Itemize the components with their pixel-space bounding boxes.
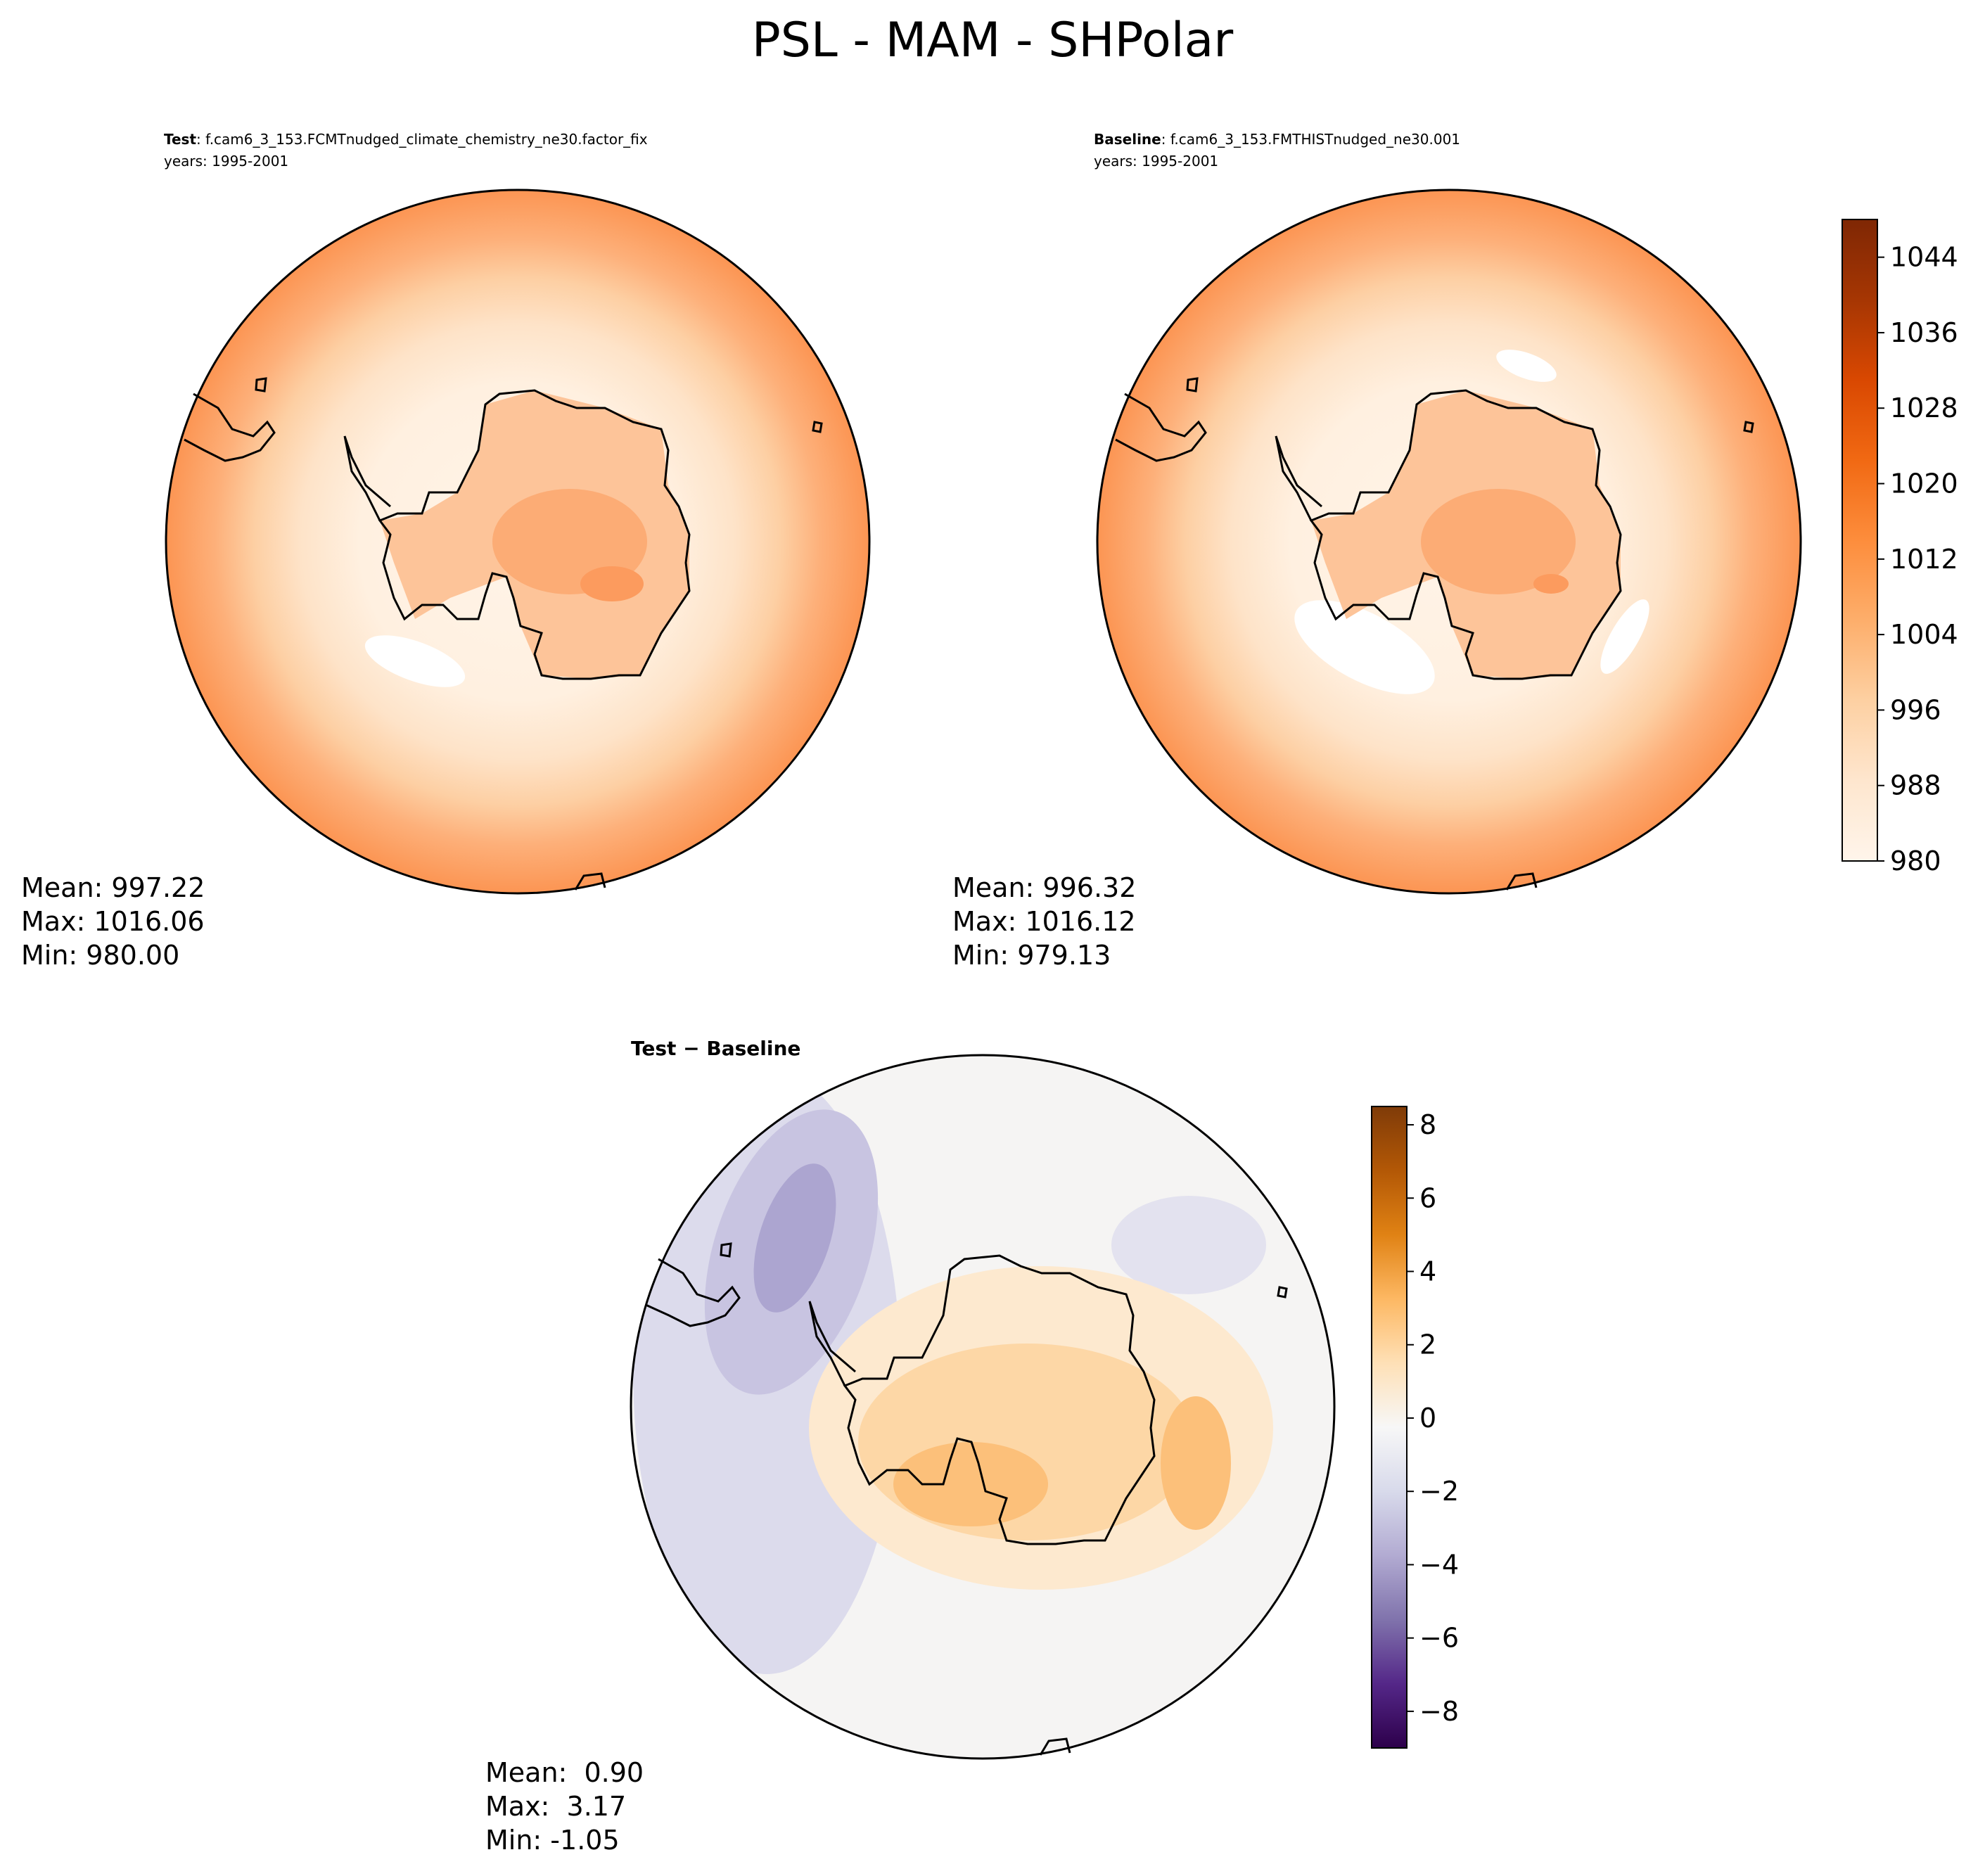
diff-map-peninsula	[808, 1301, 856, 1386]
main-colorbar-tick-label: 1036	[1890, 317, 1958, 348]
baseline-stat-min: Min: 979.13	[952, 940, 1111, 971]
baseline-map-border	[1096, 189, 1802, 895]
main-colorbar-tick-label: 980	[1890, 846, 1941, 876]
baseline-stat-mean: Mean: 996.32	[952, 872, 1136, 903]
baseline-map-low-area	[1294, 600, 1435, 694]
diff-colorbar-tick-label: 6	[1419, 1182, 1436, 1213]
main-colorbar-ticks: 980 988 996 1004 1012 1020 1028 1036 1044	[1877, 242, 1958, 876]
main-colorbar-tick-label: 1012	[1890, 544, 1958, 575]
baseline-map-peninsula	[1275, 435, 1322, 521]
test-map-island-2	[812, 421, 823, 433]
diff-colorbar-tick-label: −2	[1419, 1476, 1459, 1507]
test-label: Test: f.cam6_3_153.FCMTnudged_climate_ch…	[164, 131, 648, 148]
test-panel: Test: f.cam6_3_153.FCMTnudged_climate_ch…	[21, 131, 871, 971]
test-stat-mean: Mean: 997.22	[21, 872, 205, 903]
diff-map	[631, 1055, 1334, 1759]
baseline-years: years: 1995-2001	[1094, 153, 1218, 170]
diff-colorbar-tick-label: 2	[1419, 1329, 1436, 1360]
diff-label: Test − Baseline	[631, 1037, 800, 1060]
main-colorbar-tick-label: 1028	[1890, 393, 1958, 423]
baseline-stat-max: Max: 1016.12	[952, 906, 1136, 937]
baseline-map-antarctica-peak	[1533, 574, 1569, 594]
baseline-map-island-2	[1743, 421, 1754, 433]
test-map-island	[255, 377, 267, 393]
test-map-australia	[574, 872, 606, 891]
figure-title: PSL - MAM - SHPolar	[752, 13, 1233, 68]
diff-colorbar-tick-label: 8	[1419, 1109, 1436, 1140]
diff-colorbar-ticks: 8 6 4 2 0 −2 −4 −6 −8	[1407, 1109, 1459, 1727]
diff-map-neg-region-strong	[753, 1163, 836, 1313]
test-years: years: 1995-2001	[164, 153, 288, 170]
diff-stat-min: Min: -1.05	[485, 1825, 620, 1856]
test-label-bold: Test	[164, 131, 196, 148]
main-colorbar-tick-label: 1020	[1890, 468, 1958, 499]
diff-label-test: Test	[631, 1037, 676, 1060]
diff-panel: Test − Baseline Mean: 0.90 Max: 3.17 Min…	[485, 1037, 1336, 1856]
diff-map-pos-region-strong	[893, 1442, 1048, 1526]
diff-map-australia	[1039, 1737, 1071, 1756]
diff-map-border	[630, 1054, 1336, 1760]
baseline-map-south-america	[1115, 393, 1207, 462]
diff-map-island-2	[1277, 1286, 1288, 1298]
test-map-antarctica-peak	[580, 566, 644, 601]
test-label-case: : f.cam6_3_153.FCMTnudged_climate_chemis…	[196, 131, 648, 148]
diff-colorbar-tick-label: −6	[1419, 1623, 1459, 1654]
test-stat-max: Max: 1016.06	[21, 906, 205, 937]
diff-colorbar-fill	[1371, 1106, 1408, 1749]
baseline-map-antarctica-core	[1421, 489, 1576, 594]
diff-map-pos-region-strong-2	[1161, 1396, 1231, 1530]
main-colorbar: 980 988 996 1004 1012 1020 1028 1036 1044	[1842, 219, 1958, 876]
test-map-low-area	[364, 635, 466, 687]
diff-stat-mean: Mean: 0.90	[485, 1757, 644, 1788]
main-colorbar-fill	[1842, 219, 1878, 862]
baseline-panel: Baseline: f.cam6_3_153.FMTHISTnudged_ne3…	[952, 131, 1802, 971]
diff-colorbar-tick-label: 4	[1419, 1256, 1436, 1287]
diff-colorbar-tick-label: −8	[1419, 1696, 1459, 1727]
diff-map-neg-region-2	[1111, 1196, 1266, 1294]
main-colorbar-tick-label: 1044	[1890, 242, 1958, 273]
diff-map-coastline	[843, 1254, 1156, 1545]
baseline-label-case: : f.cam6_3_153.FMTHISTnudged_ne30.001	[1161, 131, 1460, 148]
baseline-label: Baseline: f.cam6_3_153.FMTHISTnudged_ne3…	[1094, 131, 1460, 148]
baseline-map-australia	[1505, 872, 1538, 891]
main-colorbar-tick-label: 996	[1890, 694, 1941, 725]
baseline-map	[1097, 190, 1801, 893]
test-stat-min: Min: 980.00	[21, 940, 179, 971]
diff-map-island	[720, 1242, 732, 1258]
baseline-label-bold: Baseline	[1094, 131, 1161, 148]
diff-colorbar-tick-label: −4	[1419, 1549, 1459, 1580]
test-map-border	[165, 189, 871, 895]
main-colorbar-tick-label: 1004	[1890, 619, 1958, 650]
diff-label-baseline: Baseline	[706, 1037, 800, 1060]
baseline-map-island	[1186, 377, 1199, 393]
test-map	[166, 190, 869, 893]
test-map-south-america	[184, 393, 276, 462]
baseline-map-coastline	[1309, 389, 1622, 680]
diff-map-south-america	[645, 1258, 741, 1327]
diff-colorbar-tick-label: 0	[1419, 1403, 1436, 1434]
diff-label-op: −	[676, 1037, 706, 1060]
diff-colorbar: 8 6 4 2 0 −2 −4 −6 −8	[1371, 1106, 1459, 1749]
test-map-coastline	[378, 389, 691, 680]
main-colorbar-tick-label: 988	[1890, 770, 1941, 801]
baseline-map-low-area-3	[1600, 599, 1649, 674]
diff-stat-max: Max: 3.17	[485, 1791, 626, 1822]
test-map-peninsula	[343, 435, 391, 521]
baseline-map-low-area-2	[1496, 350, 1557, 382]
